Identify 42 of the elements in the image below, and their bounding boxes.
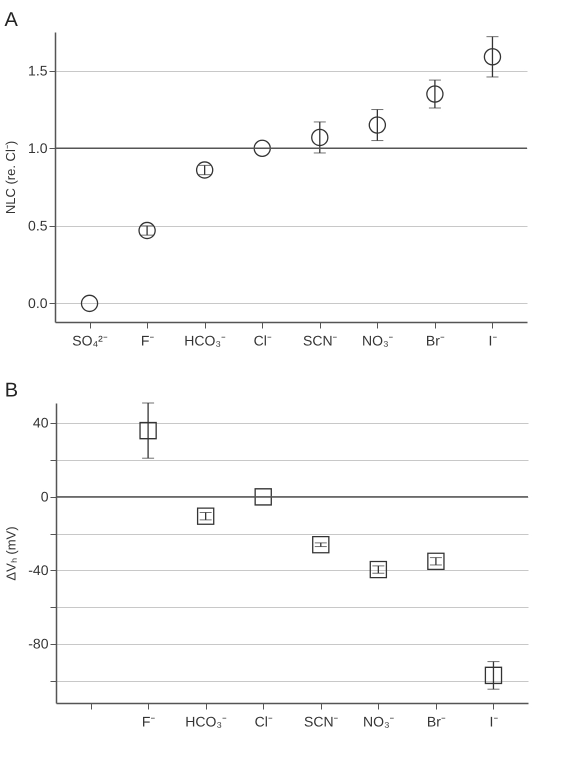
point <box>368 116 386 134</box>
point <box>484 48 502 66</box>
x-tick-label: SO₄²⁻ <box>72 332 108 348</box>
x-tick-label: SCN⁻ <box>303 332 338 348</box>
chart-title: A <box>4 9 19 31</box>
x-tick-label: F⁻ <box>140 332 154 348</box>
x-tick-label: Cl⁻ <box>254 714 273 730</box>
y-tick-label: 0.0 <box>28 294 48 311</box>
point <box>254 140 271 158</box>
x-tick-label: I⁻ <box>488 332 498 348</box>
x-tick-label: Br⁻ <box>426 332 445 348</box>
x-tick-label: HCO₃⁻ <box>185 714 228 730</box>
y-tick-label: 1.0 <box>28 140 48 156</box>
y-tick-label: 0.5 <box>28 217 48 234</box>
y-tick-label: 0 <box>40 488 49 504</box>
point <box>370 560 388 578</box>
point <box>138 222 156 240</box>
x-tick-label: Cl⁻ <box>254 332 272 348</box>
chart-title: B <box>4 379 18 402</box>
x-tick-label: I⁻ <box>490 714 498 730</box>
point <box>312 536 330 554</box>
y-axis-title: ΔVₕ (mV) <box>3 526 18 581</box>
x-tick-label: Br⁻ <box>426 714 446 730</box>
y-tick-label: -40 <box>28 562 49 578</box>
point <box>427 552 445 570</box>
x-tick-label: HCO₃⁻ <box>184 332 226 348</box>
y-tick-label: -80 <box>28 636 49 652</box>
point <box>80 294 98 312</box>
y-axis-title: NLC (re. Cl⁻) <box>3 140 18 214</box>
x-tick-label: NO₃⁻ <box>362 332 394 348</box>
x-tick-label: NO₃⁻ <box>362 714 395 730</box>
point <box>254 488 272 506</box>
point <box>196 507 214 525</box>
x-tick-label: F⁻ <box>142 714 156 730</box>
x-tick-label: SCN⁻ <box>304 714 339 730</box>
point <box>484 666 502 684</box>
point <box>426 85 444 103</box>
y-tick-label: 1.5 <box>28 62 48 78</box>
point <box>196 161 214 179</box>
point <box>311 128 328 146</box>
point <box>139 422 157 440</box>
y-tick-label: 40 <box>32 414 49 431</box>
